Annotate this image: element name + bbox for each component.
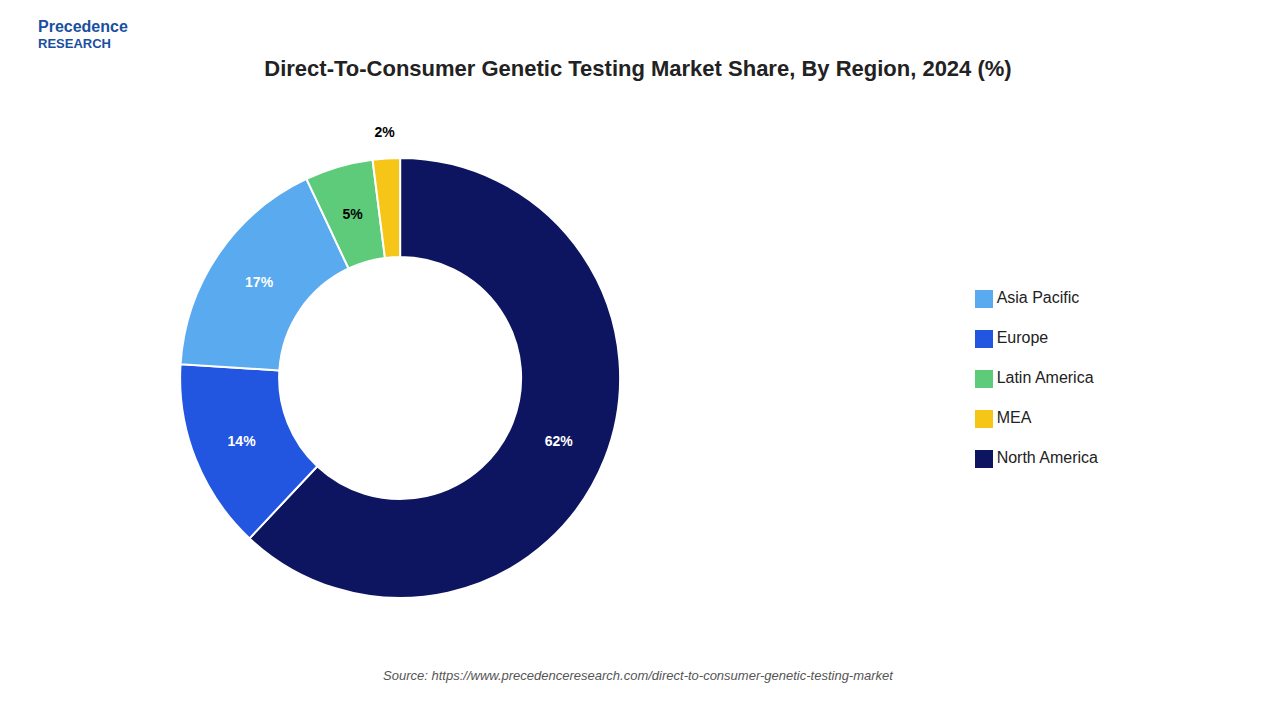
svg-text:5%: 5% bbox=[342, 206, 363, 222]
html-text:Direct-To-Consumer Genetic Tes: Direct-To-Consumer Genetic Testing Marke… bbox=[264, 56, 1012, 81]
html-text:Precedence: Precedence bbox=[38, 18, 128, 35]
svg-text:17%: 17% bbox=[245, 274, 274, 290]
svg-text:62%: 62% bbox=[545, 433, 574, 449]
html-text:RESEARCH: RESEARCH bbox=[38, 36, 111, 51]
html-text:Latin America: Latin America bbox=[996, 369, 1094, 386]
html-text:Europe: Europe bbox=[996, 329, 1049, 346]
html-text:North America: North America bbox=[996, 449, 1098, 466]
svg-text:14%: 14% bbox=[228, 433, 257, 449]
svg-text:2%: 2% bbox=[375, 124, 396, 140]
html-text:Source: https://www.precedence: Source: https://www.precedenceresearch.c… bbox=[383, 668, 893, 683]
html-text:MEA: MEA bbox=[996, 409, 1032, 426]
html-text:Asia Pacific: Asia Pacific bbox=[996, 289, 1080, 306]
